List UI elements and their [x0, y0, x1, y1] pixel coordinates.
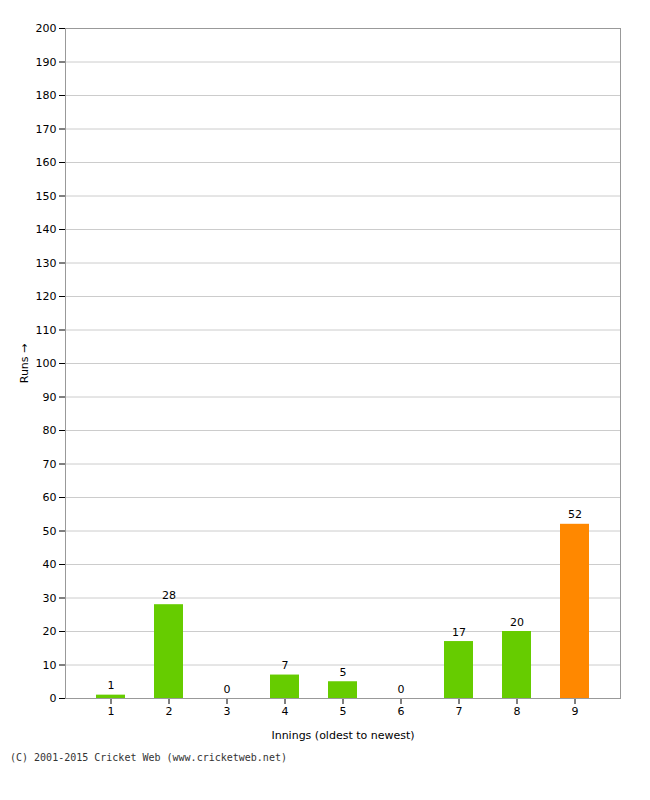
svg-text:52: 52	[568, 508, 582, 521]
svg-text:180: 180	[36, 89, 57, 102]
svg-text:5: 5	[340, 666, 347, 679]
svg-text:160: 160	[36, 156, 57, 169]
svg-text:90: 90	[43, 391, 57, 404]
svg-text:60: 60	[43, 491, 57, 504]
svg-text:110: 110	[36, 324, 57, 337]
svg-text:140: 140	[36, 223, 57, 236]
svg-text:3: 3	[224, 705, 231, 718]
svg-text:1: 1	[108, 705, 115, 718]
html-text:(C) 2001-2015 Cricket Web (www: (C) 2001-2015 Cricket Web (www.cricketwe…	[10, 752, 287, 763]
svg-text:10: 10	[43, 659, 57, 672]
svg-text:7: 7	[282, 659, 289, 672]
svg-text:8: 8	[514, 705, 521, 718]
svg-text:20: 20	[510, 616, 524, 629]
svg-text:80: 80	[43, 424, 57, 437]
svg-text:190: 190	[36, 56, 57, 69]
svg-text:50: 50	[43, 525, 57, 538]
svg-text:200: 200	[36, 22, 57, 35]
svg-text:0: 0	[50, 692, 57, 705]
svg-text:1: 1	[108, 679, 115, 692]
svg-text:30: 30	[43, 592, 57, 605]
svg-text:70: 70	[43, 458, 57, 471]
svg-text:2: 2	[166, 705, 173, 718]
svg-text:6: 6	[398, 705, 405, 718]
svg-text:120: 120	[36, 290, 57, 303]
svg-text:4: 4	[282, 705, 289, 718]
svg-text:100: 100	[36, 357, 57, 370]
svg-text:9: 9	[572, 705, 579, 718]
svg-text:17: 17	[452, 626, 466, 639]
svg-text:Innings (oldest to newest): Innings (oldest to newest)	[271, 729, 414, 742]
svg-text:28: 28	[162, 589, 176, 602]
svg-text:5: 5	[340, 705, 347, 718]
svg-text:7: 7	[456, 705, 463, 718]
svg-text:150: 150	[36, 190, 57, 203]
svg-text:40: 40	[43, 558, 57, 571]
svg-text:0: 0	[224, 683, 231, 696]
svg-text:130: 130	[36, 257, 57, 270]
svg-text:170: 170	[36, 123, 57, 136]
svg-text:0: 0	[398, 683, 405, 696]
svg-text:20: 20	[43, 625, 57, 638]
svg-text:Runs →: Runs →	[18, 344, 31, 384]
